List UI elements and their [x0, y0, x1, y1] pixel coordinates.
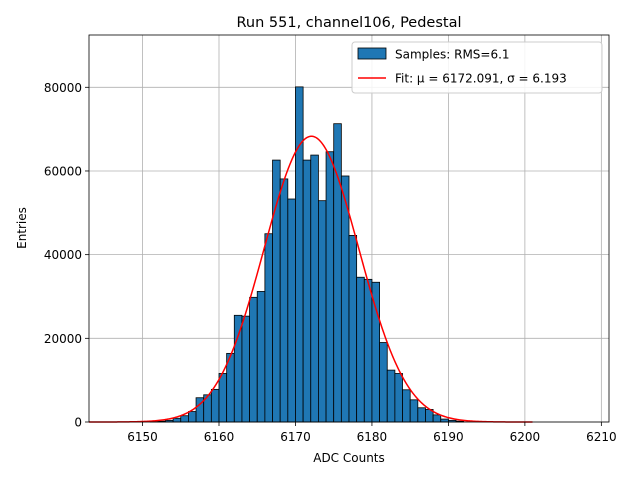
legend-histogram-label: Samples: RMS=6.1: [395, 48, 510, 62]
fit-curve-layer: [88, 135, 533, 423]
histogram-bar: [325, 151, 335, 423]
histogram-bar: [218, 373, 228, 423]
x-tick-label: 6190: [433, 430, 464, 444]
x-tick-label: 6150: [127, 430, 158, 444]
y-axis-ticks: 0 20000 40000 60000 80000: [44, 81, 89, 430]
histogram-bar: [172, 417, 182, 423]
x-tick-label: 6160: [204, 430, 235, 444]
x-tick-label: 6200: [510, 430, 541, 444]
histogram-bar: [287, 198, 296, 423]
histogram-bar: [279, 178, 289, 423]
histogram-bar: [256, 291, 266, 423]
histogram-bar: [210, 388, 220, 423]
histogram-bar: [340, 175, 350, 423]
histogram-bar: [379, 342, 388, 423]
histogram-bar: [188, 411, 197, 423]
histogram-bar: [417, 407, 426, 423]
histogram-bars: [149, 86, 465, 423]
chart-title: Run 551, channel106, Pedestal: [236, 15, 461, 31]
legend-box: [351, 41, 603, 94]
x-tick-label: 6170: [280, 430, 311, 444]
x-axis-ticks: 6150 6160 6170 6180 6190 6200 6210: [127, 422, 617, 444]
fit-curve: [88, 135, 533, 423]
histogram-bar: [180, 415, 189, 423]
x-tick-label: 6180: [357, 430, 388, 444]
histogram-bar: [302, 159, 312, 423]
histogram-bar: [264, 233, 273, 423]
legend-histogram-swatch: [357, 47, 387, 60]
histogram-bar: [432, 414, 442, 423]
y-tick-label: 20000: [44, 332, 82, 346]
histogram-bar: [394, 373, 403, 423]
histogram-bar: [249, 296, 258, 423]
histogram-bar: [233, 314, 243, 423]
histogram-bar: [310, 154, 319, 423]
y-tick-label: 0: [74, 416, 82, 430]
histogram-bar: [241, 315, 250, 423]
histogram-bar: [272, 159, 281, 423]
x-axis-label: ADC Counts: [313, 451, 385, 465]
histogram-bar: [409, 399, 419, 423]
histogram-bar: [386, 369, 396, 423]
histogram-bar: [295, 86, 304, 423]
histogram-bar: [371, 281, 380, 423]
histogram-bar: [440, 418, 449, 423]
histogram-bar: [356, 276, 365, 423]
y-tick-label: 80000: [44, 81, 82, 95]
y-tick-label: 60000: [44, 164, 82, 178]
plot-area-frame: [88, 34, 610, 423]
histogram-bar: [318, 200, 327, 423]
legend-fit-label: Fit: μ = 6172.091, σ = 6.193: [395, 72, 567, 86]
x-tick-label: 6210: [586, 430, 617, 444]
histogram-bar: [402, 389, 411, 423]
legend: Samples: RMS=6.1 Fit: μ = 6172.091, σ = …: [351, 41, 603, 94]
histogram-bar: [348, 235, 358, 423]
y-tick-label: 40000: [44, 248, 82, 262]
y-axis-label: Entries: [15, 207, 29, 249]
histogram-bar: [363, 278, 373, 423]
